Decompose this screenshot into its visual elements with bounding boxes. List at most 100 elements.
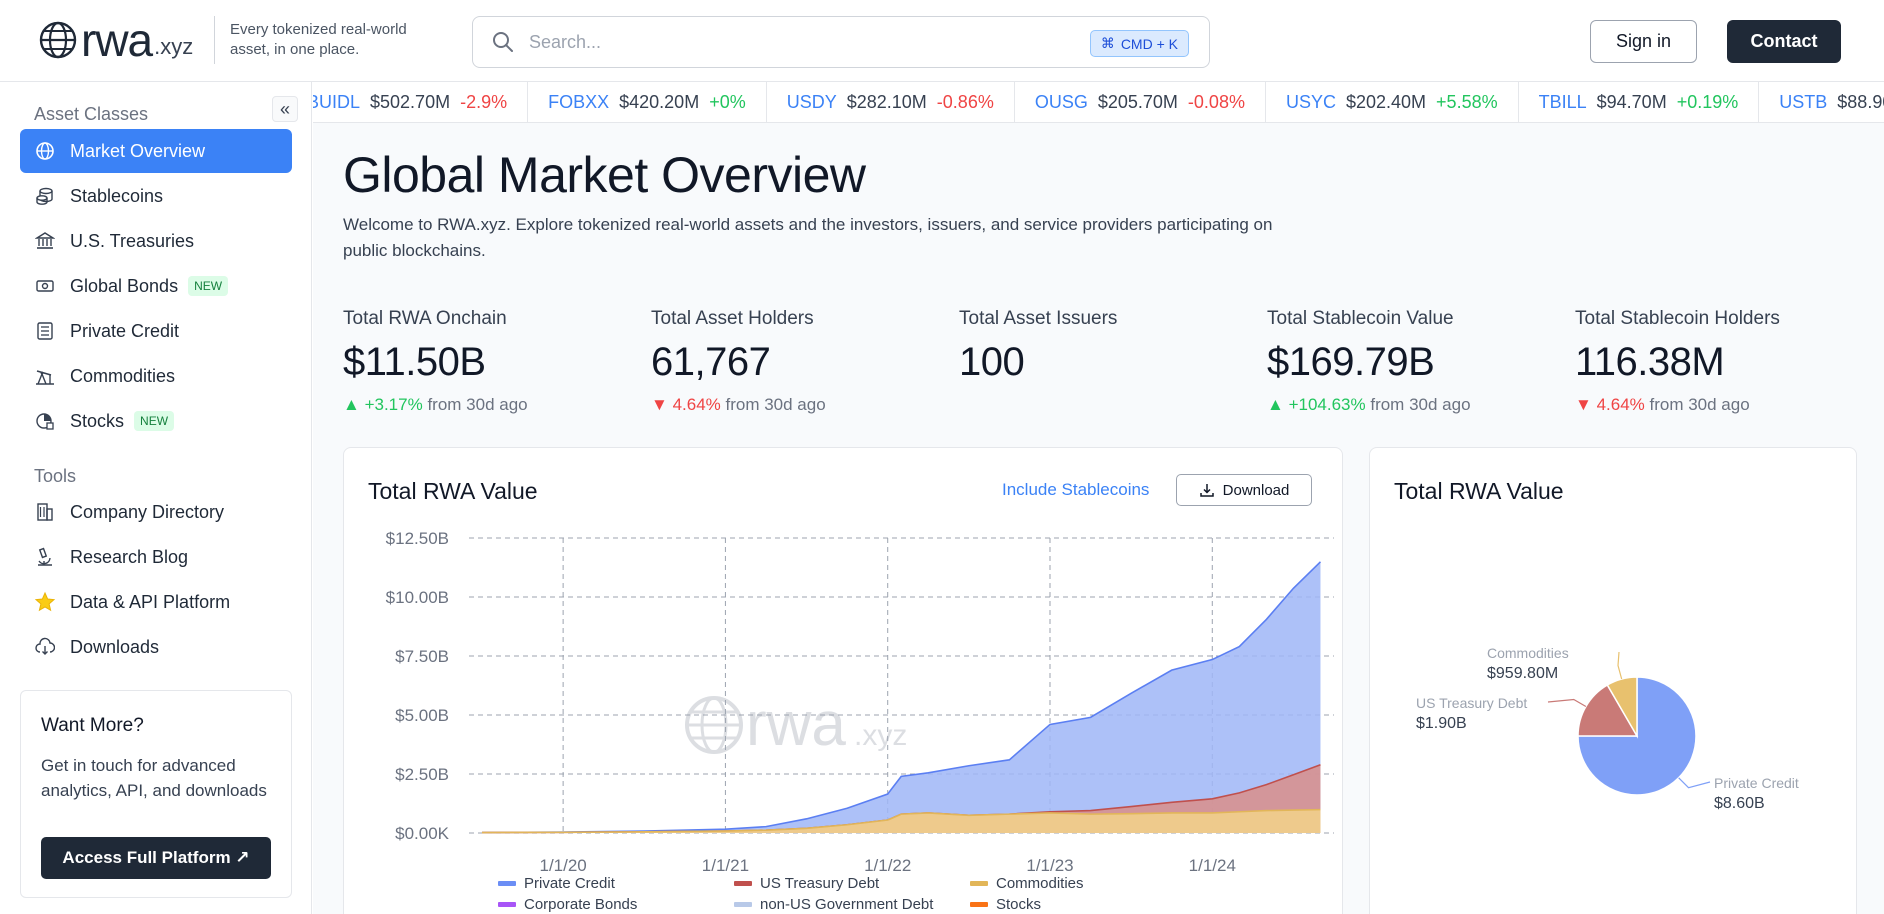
sidebar-item-commodities[interactable]: Commodities — [20, 354, 292, 398]
legend-private-credit[interactable]: Private Credit — [498, 875, 615, 892]
stat-change-value: +3.17% — [364, 395, 423, 414]
ticker-item[interactable]: USDY $282.10M -0.86% — [767, 82, 1015, 122]
search-shortcut-badge: ⌘ CMD + K — [1089, 30, 1189, 57]
legend-corporate-bonds[interactable]: Corporate Bonds — [498, 896, 637, 913]
legend-swatch — [970, 902, 988, 907]
stat-label: Total Stablecoin Holders — [1575, 308, 1780, 329]
oil-pump-icon — [34, 365, 56, 387]
area-commodities-line — [481, 808, 1321, 834]
pie-slice-name: Commodities — [1487, 645, 1569, 661]
ticker-item[interactable]: FOBXX $420.20M +0% — [528, 82, 767, 122]
search-input[interactable] — [529, 31, 1069, 53]
tagline: Every tokenized real-world asset, in one… — [230, 21, 407, 58]
download-label: Download — [1222, 481, 1290, 499]
y-tick-label: $10.00B — [386, 588, 449, 607]
asset-classes-label: Asset Classes — [34, 104, 149, 124]
pie-leader-line — [1678, 777, 1711, 789]
download-button[interactable]: Download — [1176, 474, 1312, 506]
new-badge: NEW — [188, 276, 229, 296]
top-header: rwa .xyz Every tokenized real-world asse… — [0, 0, 1884, 82]
stat-change-value: 4.64% — [1596, 395, 1645, 414]
command-key-icon: ⌘ — [1100, 35, 1115, 51]
sign-in-button[interactable]: Sign in — [1590, 20, 1697, 63]
legend-commodities[interactable]: Commodities — [970, 875, 1084, 892]
x-tick-label: 1/1/24 — [1189, 856, 1236, 875]
cloud-download-icon — [34, 636, 56, 658]
ticker-value: $88.90M — [1837, 91, 1884, 112]
area-chart: $0.00K $2.50B $5.00B $7.50B $10.00B $12.50B 1/… — [386, 529, 1334, 875]
sidebar-item-label: Private Credit — [70, 320, 180, 341]
ticker-item[interactable]: OUSG $205.70M -0.08% — [1015, 82, 1266, 122]
sidebar-item-research-blog[interactable]: Research Blog — [20, 535, 292, 579]
ticker-item[interactable]: BUIDL $502.70M -2.9% — [313, 82, 529, 122]
contact-button[interactable]: Contact — [1727, 20, 1841, 63]
stat-label: Total Asset Holders — [651, 308, 814, 329]
sidebar: « Asset Classes Market Overview Stableco… — [0, 82, 312, 914]
rwa-logo[interactable]: rwa .xyz — [38, 16, 193, 64]
pie-slice-commodities — [1606, 676, 1638, 739]
sidebar-item-downloads[interactable]: Downloads — [20, 625, 292, 669]
sidebar-item-stocks[interactable]: Stocks NEW — [20, 399, 292, 443]
watermark-word: rwa — [746, 690, 846, 759]
sidebar-item-global-bonds[interactable]: Global Bonds NEW — [20, 264, 292, 308]
sidebar-item-market-overview[interactable]: Market Overview — [20, 129, 292, 173]
sidebar-item-company-directory[interactable]: Company Directory — [20, 490, 292, 534]
x-tick-label: 1/1/23 — [1026, 856, 1073, 875]
up-arrow-icon: ▲ — [1267, 395, 1284, 414]
pie-slice-name: US Treasury Debt — [1416, 695, 1527, 711]
ticker-item[interactable]: USYC $202.40M +5.58% — [1266, 82, 1519, 122]
tagline-divider — [214, 16, 215, 64]
access-full-platform-button[interactable]: Access Full Platform ↗ — [41, 837, 271, 879]
collapse-sidebar-icon[interactable]: « — [272, 96, 298, 122]
ticker-item[interactable]: TBILL $94.70M +0.19% — [1519, 82, 1760, 122]
legend-stocks[interactable]: Stocks — [970, 896, 1041, 913]
sidebar-item-us-treasuries[interactable]: U.S. Treasuries — [20, 219, 292, 263]
ticker-item[interactable]: USTB $88.90M — [1759, 82, 1884, 122]
legend-swatch — [734, 902, 752, 907]
ticker-symbol: USTB — [1779, 91, 1828, 112]
sidebar-item-label: Market Overview — [70, 140, 206, 161]
x-tick-label: 1/1/21 — [702, 856, 749, 875]
bank-icon — [34, 230, 56, 252]
stat-change-value: 4.64% — [672, 395, 721, 414]
sidebar-item-data-api[interactable]: Data & API Platform — [20, 580, 292, 624]
y-tick-label: $5.00B — [395, 706, 449, 725]
area-private-credit — [481, 561, 1321, 833]
stat-change: ▼ 4.64% from 30d ago — [1575, 395, 1875, 415]
legend-non-us-government-debt[interactable]: non-US Government Debt — [734, 896, 933, 913]
up-arrow-icon: ▲ — [343, 395, 360, 414]
logo-word: rwa — [81, 14, 153, 66]
stat-change-value: +104.63% — [1288, 395, 1366, 414]
microscope-icon — [34, 546, 56, 568]
sidebar-item-label: Commodities — [70, 365, 176, 386]
new-badge: NEW — [134, 411, 175, 431]
sidebar-item-label: Global Bonds — [70, 275, 179, 296]
globe-icon — [34, 140, 56, 162]
ticker-value: $205.70M — [1097, 91, 1178, 112]
ticker-change: +5.58% — [1436, 91, 1498, 112]
download-icon — [1199, 484, 1214, 497]
chart-title: Total RWA Value — [368, 478, 538, 504]
ticker-value: $94.70M — [1596, 91, 1667, 112]
ticker-change: -0.86% — [936, 91, 994, 112]
sidebar-item-private-credit[interactable]: Private Credit — [20, 309, 292, 353]
building-icon — [34, 501, 56, 523]
sidebar-item-stablecoins[interactable]: Stablecoins — [20, 174, 292, 218]
x-tick-label: 1/1/20 — [539, 856, 586, 875]
legend-label: US Treasury Debt — [760, 875, 880, 892]
legend-us-treasury-debt[interactable]: US Treasury Debt — [734, 875, 879, 892]
stat-change-suffix: from 30d ago — [725, 395, 826, 414]
stat-change: ▲ +104.63% from 30d ago — [1267, 395, 1567, 415]
stat-label: Total Stablecoin Value — [1267, 308, 1454, 329]
down-arrow-icon: ▼ — [1575, 395, 1592, 414]
include-stablecoins-link[interactable]: Include Stablecoins — [1002, 480, 1150, 499]
star-icon — [34, 591, 56, 613]
banknote-icon — [34, 275, 56, 297]
sidebar-item-label: Data & API Platform — [70, 591, 231, 612]
ticker-symbol: USYC — [1285, 91, 1336, 112]
legend-label: Commodities — [996, 875, 1084, 892]
pie-slice-private-credit — [1577, 676, 1697, 796]
search-bar[interactable]: ⌘ CMD + K — [472, 16, 1210, 68]
pie-slice-us-treasury-debt — [1577, 683, 1639, 737]
sidebar-item-label: U.S. Treasuries — [70, 230, 195, 251]
